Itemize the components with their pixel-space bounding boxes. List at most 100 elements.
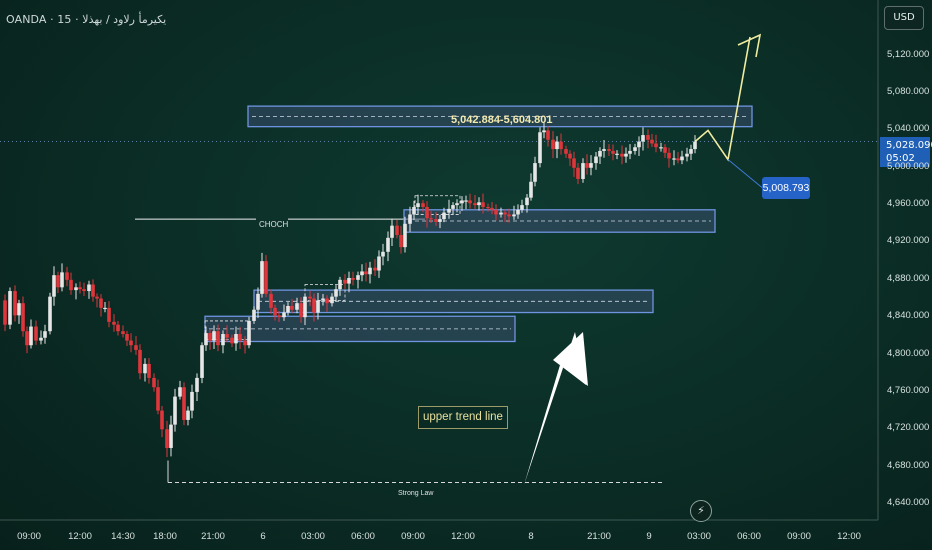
time-tick: 6 — [260, 531, 266, 542]
bull-candle — [178, 387, 182, 397]
bear-candle — [494, 209, 498, 215]
bull-candle — [103, 307, 107, 310]
bear-candle — [395, 225, 399, 236]
bear-candle — [620, 153, 624, 157]
bear-candle — [325, 298, 329, 304]
price-tick: 5,120.000 — [887, 48, 930, 60]
bull-candle — [641, 135, 645, 142]
price-tick: 4,960.000 — [887, 198, 930, 210]
bear-candle — [568, 153, 572, 159]
bear-candle — [481, 202, 485, 207]
bull-candle — [598, 150, 602, 157]
bull-candle — [338, 279, 342, 290]
bull-candle — [74, 287, 78, 291]
bear-candle — [585, 163, 589, 168]
bull-candle — [408, 214, 412, 224]
bear-candle — [129, 340, 133, 346]
bull-candle — [60, 272, 64, 288]
bear-candle — [21, 303, 25, 332]
price-tick: 5,040.000 — [887, 123, 930, 135]
currency-button[interactable]: USD — [884, 6, 924, 30]
bear-candle — [125, 334, 129, 341]
bear-candle — [425, 206, 429, 219]
bull-candle — [256, 293, 260, 310]
bear-candle — [238, 334, 242, 341]
bear-candle — [107, 307, 111, 322]
bear-candle — [121, 331, 125, 335]
bear-candle — [564, 149, 568, 154]
bull-candle — [464, 200, 468, 202]
structure-box — [304, 284, 346, 301]
bear-candle — [611, 150, 615, 154]
bull-candle — [234, 334, 238, 344]
bull-candle — [689, 149, 693, 154]
bull-candle — [252, 309, 256, 321]
time-tick: 21:00 — [587, 531, 611, 542]
bear-candle — [654, 143, 658, 148]
bear-candle — [421, 203, 425, 207]
bull-candle — [685, 153, 689, 157]
bear-candle — [34, 326, 38, 341]
bull-candle — [637, 141, 641, 148]
bull-candle — [286, 305, 290, 313]
bear-candle — [116, 324, 120, 332]
target-price-label[interactable]: 5,008.793 — [762, 177, 810, 199]
bull-candle — [533, 163, 537, 182]
bull-candle — [520, 205, 524, 210]
bull-candle — [386, 237, 390, 252]
bull-candle — [303, 296, 307, 318]
symbol-title[interactable]: OANDA · 15 · يكيرمأ رلاود / بهذلا — [6, 13, 167, 26]
bull-candle — [260, 261, 264, 294]
bull-candle — [347, 277, 351, 284]
time-tick: 06:00 — [351, 531, 375, 542]
bear-candle — [551, 139, 555, 150]
bull-candle — [403, 223, 407, 248]
bull-candle — [477, 202, 481, 206]
bear-candle — [13, 291, 17, 316]
bull-candle — [17, 303, 21, 316]
bear-candle — [165, 429, 169, 448]
bear-candle — [56, 275, 60, 288]
bear-candle — [273, 307, 277, 316]
bull-candle — [516, 209, 520, 215]
bull-candle — [204, 333, 208, 346]
price-tick: 4,680.000 — [887, 459, 930, 471]
bull-candle — [451, 205, 455, 209]
bear-candle — [65, 272, 69, 280]
bull-candle — [29, 326, 33, 346]
bear-candle — [576, 167, 580, 179]
time-tick: 09:00 — [401, 531, 425, 542]
bear-candle — [559, 141, 563, 150]
bull-candle — [212, 331, 216, 341]
lightning-icon[interactable]: ⚡ — [690, 500, 712, 522]
time-tick: 18:00 — [153, 531, 177, 542]
time-tick: 12:00 — [837, 531, 861, 542]
bear-candle — [25, 331, 29, 346]
bull-candle — [455, 203, 459, 206]
order-block-zone — [403, 209, 716, 233]
bear-candle — [646, 135, 650, 140]
time-tick: 03:00 — [687, 531, 711, 542]
bear-candle — [160, 410, 164, 430]
bull-candle — [282, 312, 286, 318]
price-tick: 4,640.000 — [887, 497, 930, 508]
bear-candle — [156, 387, 160, 411]
time-tick: 9 — [646, 531, 652, 542]
up-arrow-head — [553, 332, 588, 386]
bull-candle — [381, 251, 385, 257]
bull-candle — [589, 163, 593, 168]
bull-candle — [460, 200, 464, 204]
bear-candle — [3, 300, 7, 325]
trend-line-label[interactable]: upper trend line — [418, 406, 508, 429]
projection-path — [694, 36, 751, 162]
bull-candle — [602, 149, 606, 151]
price-tick: 5,080.000 — [887, 86, 930, 98]
bull-candle — [628, 150, 632, 154]
bull-candle — [200, 345, 204, 378]
bull-candle — [186, 410, 190, 420]
bear-candle — [468, 200, 472, 204]
bull-candle — [555, 141, 559, 150]
bear-candle — [676, 158, 680, 161]
